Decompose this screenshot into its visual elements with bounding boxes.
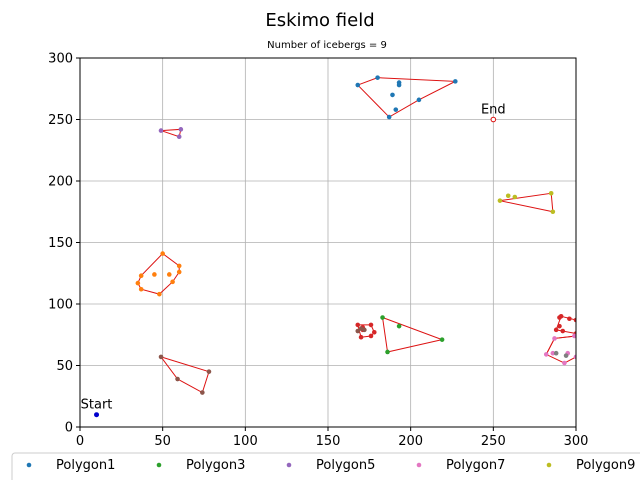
point-polygon8 [563, 353, 569, 358]
hull-polygon9 [499, 192, 554, 213]
point-polygon6 [362, 327, 367, 333]
point-polygon1 [375, 75, 380, 80]
point-polygon4 [567, 316, 572, 322]
legend-label: Polygon7 [446, 458, 505, 473]
point-polygon7 [552, 336, 557, 341]
legend-marker [26, 462, 32, 468]
y-tick-label: 200 [48, 175, 73, 190]
point-polygon2 [157, 291, 162, 297]
legend-marker [416, 462, 422, 468]
point-polygon6 [158, 354, 164, 360]
point-polygon4 [553, 327, 559, 333]
legend-box [11, 452, 640, 480]
x-tick-label: 0 [76, 434, 84, 449]
y-tick-label: 0 [65, 421, 73, 436]
point-polygon2 [176, 263, 182, 269]
plot-area [135, 75, 576, 395]
point-polygon2 [176, 269, 182, 275]
point-polygon4 [557, 315, 562, 320]
end-label: End [481, 103, 506, 118]
point-polygon2 [138, 286, 144, 292]
point-polygon9 [512, 194, 518, 200]
y-tick-label: 250 [48, 113, 73, 128]
point-polygon3 [385, 349, 390, 355]
legend-marker [156, 462, 162, 468]
point-polygon6 [206, 369, 212, 374]
point-polygon4 [368, 333, 374, 339]
point-polygon6 [200, 390, 205, 395]
x-tick-label: 250 [481, 434, 506, 449]
chart-subtitle: Number of icebergs = 9 [267, 40, 387, 51]
axis-ticks: 0 50 100 150 200 250 300 0 50 100 150 200 250 300 [48, 52, 588, 450]
point-polygon4 [358, 334, 364, 340]
point-polygon7 [550, 350, 556, 356]
point-polygon7 [562, 360, 567, 366]
point-polygon3 [439, 337, 445, 342]
x-tick-label: 100 [233, 434, 258, 449]
point-polygon5 [178, 127, 184, 132]
point-polygon2 [160, 251, 165, 256]
point-polygon5 [176, 134, 182, 140]
y-tick-label: 50 [56, 359, 73, 374]
point-polygon1 [386, 114, 392, 120]
point-polygon9 [550, 209, 556, 215]
point-polygon4 [573, 317, 576, 323]
legend-label: Polygon9 [576, 458, 635, 473]
point-polygon7 [572, 333, 576, 339]
hull-segment [545, 335, 576, 364]
point-polygon4 [368, 322, 374, 328]
point-polygon6 [175, 376, 180, 382]
legend: Polygon1 Polygon3 Polygon5 Polygon7 Polygon9 [11, 452, 640, 480]
x-tick-label: 150 [316, 434, 341, 449]
hull-polygon6 [160, 356, 210, 394]
point-polygon4 [355, 322, 361, 328]
hull-polygon3 [382, 317, 444, 353]
point-polygon1 [416, 97, 422, 103]
point-polygon1 [396, 82, 402, 88]
hull-polygon5 [160, 128, 182, 138]
point-polygon5 [158, 128, 164, 133]
point-polygon8 [553, 350, 559, 356]
point-polygon4 [557, 323, 562, 329]
legend-label: Polygon1 [56, 458, 115, 473]
point-polygon7 [573, 354, 576, 360]
x-tick-label: 200 [398, 434, 423, 449]
point-polygon3 [380, 315, 385, 320]
start-label: Start [81, 398, 113, 413]
point-polygon9 [497, 198, 503, 203]
point-polygon7 [543, 352, 549, 357]
legend-label: Polygon3 [186, 458, 245, 473]
point-polygon9 [505, 193, 511, 199]
annotations: Start End [81, 103, 506, 418]
x-tick-label: 300 [564, 434, 589, 449]
chart-title: Eskimo field [265, 10, 374, 31]
y-tick-label: 100 [48, 298, 73, 313]
point-polygon9 [548, 191, 554, 196]
point-polygon1 [355, 82, 361, 88]
y-tick-label: 300 [48, 52, 73, 67]
y-tick-label: 150 [48, 236, 73, 251]
start-marker [94, 412, 100, 418]
point-polygon2 [170, 279, 175, 285]
hull-polygon2 [137, 253, 180, 295]
point-polygon3 [396, 323, 402, 329]
legend-marker [286, 462, 292, 468]
point-polygon2 [166, 272, 172, 277]
legend-marker [546, 462, 552, 468]
point-polygon4 [371, 329, 377, 335]
point-polygon2 [152, 272, 157, 277]
point-polygon1 [393, 107, 399, 112]
point-polygon1 [390, 92, 395, 98]
hull-polygon1 [357, 77, 458, 118]
point-polygon1 [453, 79, 458, 84]
legend-label: Polygon5 [316, 458, 375, 473]
point-polygon2 [138, 273, 144, 279]
point-polygon6 [355, 328, 361, 334]
end-marker [490, 116, 497, 123]
x-tick-label: 50 [154, 434, 171, 449]
point-polygon2 [135, 280, 141, 286]
point-polygon4 [560, 328, 566, 334]
